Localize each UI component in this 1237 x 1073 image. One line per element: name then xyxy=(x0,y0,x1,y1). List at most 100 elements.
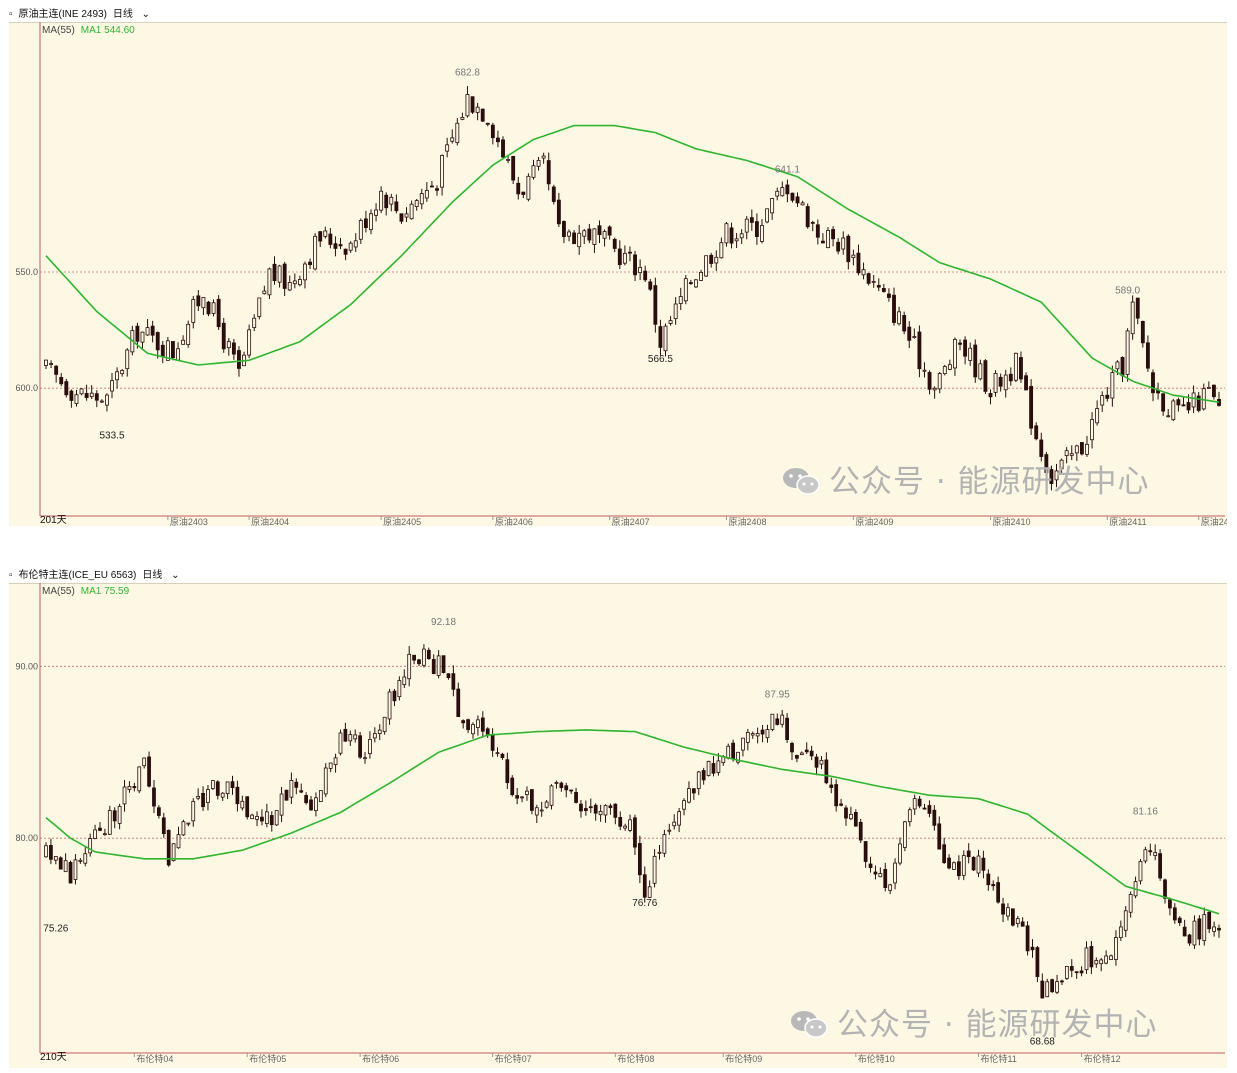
x-tick-label: 原油2403 xyxy=(170,516,208,526)
candle-body xyxy=(267,268,272,296)
candle-body xyxy=(1015,918,1020,925)
candle-body xyxy=(1029,385,1034,429)
candle-body xyxy=(663,325,668,352)
panel-collapse-icon[interactable]: ▫ xyxy=(9,9,13,20)
candlestick-chart[interactable]: 80.00 90.00 布伦特04 布伦特05 布伦特06 布伦特07 布伦特08 布伦特09… xyxy=(9,583,1227,1068)
candle-body xyxy=(147,756,151,787)
panel-collapse-icon[interactable]: ▫ xyxy=(9,570,13,581)
candle-body xyxy=(953,338,957,369)
candle-body xyxy=(577,232,582,248)
price-annotation: 87.95 xyxy=(765,690,790,701)
candle-body xyxy=(279,793,284,816)
candle-body xyxy=(150,325,155,336)
candle-body xyxy=(511,155,516,181)
candle-body xyxy=(120,370,125,375)
candle-body xyxy=(176,834,181,849)
candle-body xyxy=(688,282,693,284)
candle-body xyxy=(369,213,373,231)
candle-body xyxy=(1085,443,1089,455)
candle-body xyxy=(1089,946,1094,968)
candle-body xyxy=(1006,907,1010,917)
candle-body xyxy=(603,805,608,816)
candle-body xyxy=(588,806,593,809)
candle-body xyxy=(1019,357,1023,380)
candle-body xyxy=(292,280,297,285)
x-tick-label: 布伦特10 xyxy=(858,1053,895,1064)
candle-body xyxy=(1120,357,1125,377)
candle-body xyxy=(1181,404,1186,407)
candle-body xyxy=(257,297,262,317)
candle-body xyxy=(541,155,546,159)
candle-body xyxy=(1118,926,1123,938)
candle-body xyxy=(485,122,490,125)
candle-body xyxy=(672,821,677,827)
candle-body xyxy=(431,658,436,675)
candle-body xyxy=(667,829,672,832)
candle-body xyxy=(145,327,150,336)
ma-indicator[interactable]: MA(55) MA1 544.60 xyxy=(42,25,135,36)
candle-body xyxy=(165,340,170,361)
candle-body xyxy=(1024,375,1028,391)
candle-body xyxy=(287,282,292,291)
symbol-label[interactable]: 布伦特主连(ICE_EU 6563) xyxy=(18,570,137,581)
candle-body xyxy=(379,190,384,211)
candle-body xyxy=(79,388,84,395)
candle-body xyxy=(476,719,480,728)
candle-body xyxy=(754,221,759,238)
candle-body xyxy=(299,790,304,793)
candle-body xyxy=(384,194,389,209)
candle-body xyxy=(844,807,848,819)
candle-body xyxy=(554,782,559,784)
candle-body xyxy=(633,817,637,848)
candle-body xyxy=(1094,960,1099,965)
candle-body xyxy=(1197,918,1202,940)
candle-body xyxy=(912,798,917,810)
x-tick-label: 原油2406 xyxy=(495,516,533,526)
candle-body xyxy=(932,387,937,391)
candle-body xyxy=(1060,980,1064,983)
candle-body xyxy=(490,735,495,751)
candlestick-chart[interactable]: 600.0 550.0 原油2403 原油2404 原油2405 原油2406 原油2407… xyxy=(9,22,1227,526)
candle-body xyxy=(687,788,691,803)
candle-body xyxy=(216,298,221,328)
candle-body xyxy=(739,233,744,239)
candle-body xyxy=(839,803,843,806)
candle-body xyxy=(382,716,387,732)
period-selector[interactable]: 日线 ⌄ xyxy=(142,570,180,581)
candle-body xyxy=(399,213,404,222)
candle-body xyxy=(1008,373,1013,382)
candle-body xyxy=(74,394,79,404)
candle-body xyxy=(505,759,510,784)
x-tick-label: 布伦特11 xyxy=(981,1053,1017,1064)
period-selector[interactable]: 日线 ⌄ xyxy=(112,9,151,20)
candle-body xyxy=(696,771,701,789)
chart-header: ▫ 原油主连(INE 2493) 日线 ⌄ xyxy=(9,8,1227,23)
candle-body xyxy=(592,228,597,245)
candle-body xyxy=(221,322,226,350)
candle-body xyxy=(132,786,137,789)
candle-body xyxy=(612,238,617,249)
candle-body xyxy=(968,347,973,361)
x-tick-label: 布伦特12 xyxy=(1084,1053,1121,1064)
ma-indicator[interactable]: MA(55) MA1 75.59 xyxy=(42,586,129,597)
candle-body xyxy=(230,781,235,789)
candle-body xyxy=(556,199,561,225)
candle-body xyxy=(1039,439,1044,457)
candle-body xyxy=(1020,921,1025,927)
candle-body xyxy=(314,797,318,812)
candle-body xyxy=(496,137,500,143)
ma-line xyxy=(45,729,1220,915)
candle-body xyxy=(893,862,897,884)
candle-body xyxy=(809,750,814,757)
candle-body xyxy=(446,673,451,679)
candle-body xyxy=(303,263,307,281)
candle-body xyxy=(1145,342,1150,369)
candle-body xyxy=(78,859,83,862)
candle-body xyxy=(1003,374,1008,391)
symbol-label[interactable]: 原油主连(INE 2493) xyxy=(18,9,107,20)
candle-body xyxy=(98,827,102,831)
candle-body xyxy=(1125,330,1130,375)
candle-body xyxy=(368,739,372,755)
candle-body xyxy=(215,781,220,796)
candle-body xyxy=(668,320,673,324)
